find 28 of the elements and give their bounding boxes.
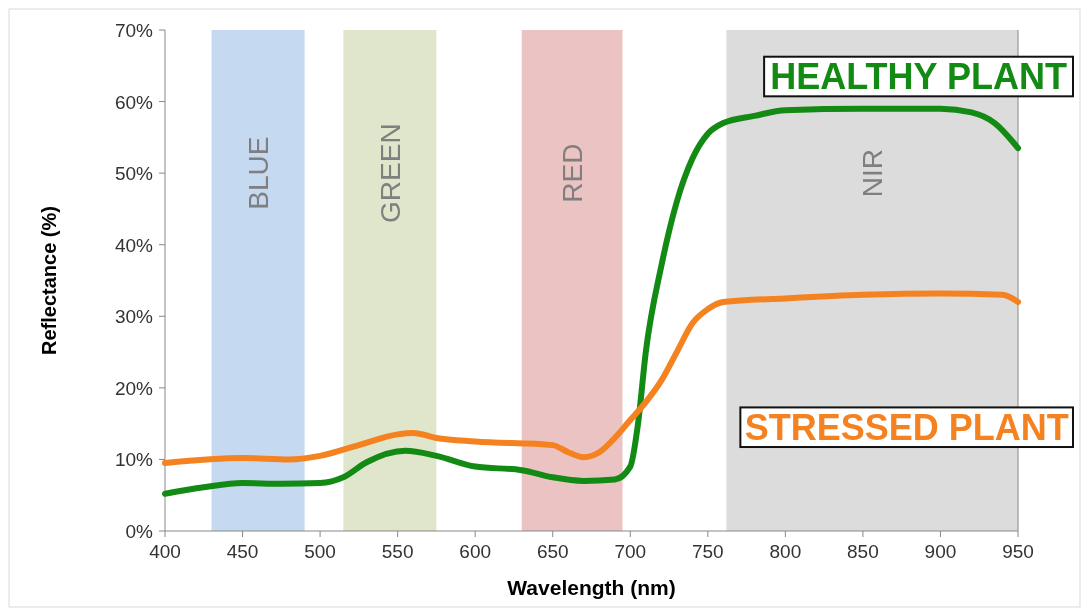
series-label: HEALTHY PLANT (770, 56, 1067, 98)
y-tick-label: 40% (114, 234, 154, 256)
x-tick-label: 600 (459, 541, 492, 562)
x-tick-label: 450 (226, 541, 259, 562)
band-label: BLUE (243, 136, 275, 210)
x-tick-label: 550 (381, 541, 414, 562)
y-tick-label: 0% (125, 521, 154, 542)
text: STRESSED PLANT (744, 407, 1069, 449)
y-tick-label: 70% (114, 20, 154, 41)
x-axis-title: Wavelength (nm) (507, 576, 676, 599)
x-tick-label: 950 (1002, 541, 1034, 562)
x-tick-label: 900 (924, 541, 957, 562)
y-axis-title: Reflectance (%) (38, 206, 60, 355)
band-label: GREEN (374, 123, 406, 223)
y-tick-label: 60% (114, 91, 154, 113)
x-tick-label: 400 (149, 541, 181, 562)
x-tick-label: 650 (536, 541, 569, 562)
band-label: NIR (857, 149, 889, 198)
y-tick-label: 30% (114, 306, 154, 328)
y-tick-label: 10% (114, 449, 154, 471)
x-tick-label: 700 (614, 541, 647, 562)
x-tick-label: 850 (847, 541, 879, 562)
x-tick-label: 800 (769, 541, 802, 562)
x-tick-label: 750 (691, 541, 724, 562)
y-tick-label: 50% (114, 163, 154, 185)
band-label: RED (557, 143, 589, 203)
y-tick-label: 20% (114, 377, 154, 399)
x-tick-label: 500 (304, 541, 336, 562)
